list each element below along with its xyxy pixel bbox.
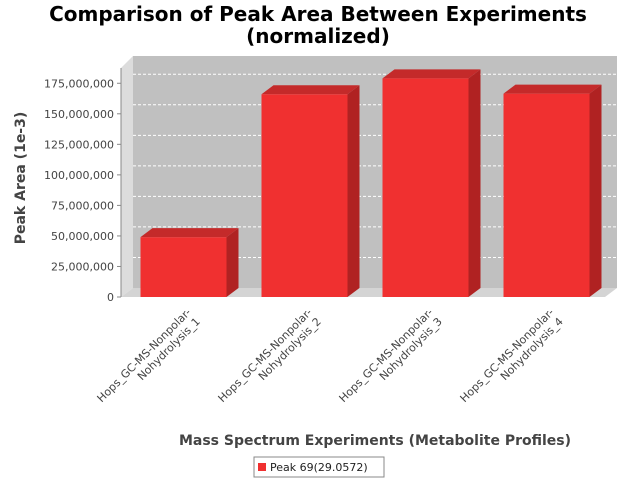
y-tick-label: 100,000,000 [44, 169, 114, 182]
bar-top [382, 69, 481, 79]
plot-floor [121, 288, 617, 297]
y-tick-label: 150,000,000 [44, 108, 114, 121]
bars [140, 69, 602, 297]
bar-side [347, 85, 360, 297]
chart-title: Comparison of Peak Area Between Experime… [49, 2, 587, 26]
bar-top [261, 85, 360, 95]
x-axis-title: Mass Spectrum Experiments (Metabolite Pr… [179, 433, 571, 449]
chart-subtitle: (normalized) [246, 24, 390, 48]
y-tick-label: 125,000,000 [44, 138, 114, 151]
x-tick-label: Hops_GC-MS-Nonpolar-Nohydrolysis_1 [95, 306, 203, 414]
plot-area [121, 56, 617, 297]
x-tick-label-line: Hops_GC-MS-Nonpolar- [95, 306, 194, 405]
y-tick-label: 0 [107, 291, 114, 304]
bar-side [589, 84, 602, 297]
bar-front [503, 93, 590, 297]
x-tick-label: Hops_GC-MS-Nonpolar-Nohydrolysis_4 [458, 306, 566, 414]
plot-side-wall [121, 56, 133, 297]
y-tick-label: 50,000,000 [51, 230, 114, 243]
y-tick-label: 75,000,000 [51, 199, 114, 212]
legend-box [253, 456, 385, 478]
y-tick-label: 25,000,000 [51, 260, 114, 273]
legend: Peak 69(29.0572) [253, 456, 385, 478]
bar-side [468, 69, 481, 297]
bar-side [226, 228, 239, 297]
bar-front [140, 237, 227, 297]
y-axis-title: Peak Area (1e-3) [13, 112, 29, 245]
bar-top [140, 228, 239, 238]
bar-top [503, 84, 602, 94]
x-tick-label: Hops_GC-MS-Nonpolar-Nohydrolysis_2 [216, 306, 324, 414]
legend-swatch [258, 463, 266, 471]
y-axis: 0 25,000,000 50,000,000 75,000,000 100,000,0… [44, 68, 122, 304]
x-tick-label-line: Hops_GC-MS-Nonpolar- [216, 306, 315, 405]
bar-front [261, 94, 348, 297]
plot-back-wall [133, 56, 617, 288]
bar [140, 228, 239, 297]
x-tick-label: Hops_GC-MS-Nonpolar-Nohydrolysis_3 [337, 306, 445, 414]
x-tick-label-line: Hops_GC-MS-Nonpolar- [458, 306, 557, 405]
x-tick-labels: Hops_GC-MS-Nonpolar-Nohydrolysis_1 Hops_G… [95, 306, 566, 414]
bar [503, 84, 602, 297]
bar [382, 69, 481, 297]
y-tick-label: 175,000,000 [44, 77, 114, 90]
x-tick-label-line: Hops_GC-MS-Nonpolar- [337, 306, 436, 405]
bar [261, 85, 360, 297]
bar-front [382, 78, 469, 297]
legend-label: Peak 69(29.0572) [270, 461, 368, 474]
